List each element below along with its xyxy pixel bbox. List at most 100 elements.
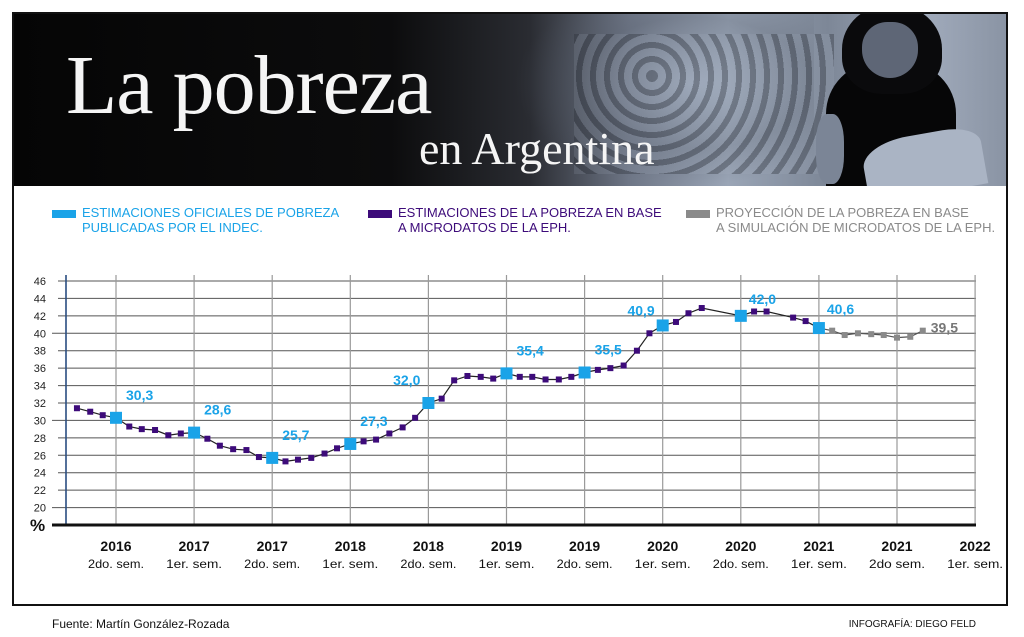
eph-data-point (790, 314, 797, 321)
y-tick-label: 42 (34, 311, 46, 323)
page-title: La pobreza (66, 39, 432, 132)
eph-data-point (308, 454, 315, 461)
eph-data-point (516, 373, 523, 380)
y-tick-label: 26 (34, 450, 46, 462)
x-tick-year: 2016 (100, 538, 131, 554)
indec-data-label: 27,3 (360, 413, 387, 429)
indec-data-label: 35,5 (595, 342, 622, 358)
indec-data-point (344, 437, 357, 450)
projection-data-point (854, 330, 861, 337)
indec-data-label: 28,6 (204, 402, 231, 418)
chart-series (73, 305, 926, 465)
eph-data-point (126, 423, 133, 430)
y-tick-label: 44 (34, 293, 46, 305)
eph-data-point (620, 362, 627, 369)
projection-data-point (907, 333, 914, 340)
x-tick-year: 2021 (803, 538, 834, 554)
eph-data-point (99, 412, 106, 419)
eph-data-point (698, 305, 705, 312)
indec-data-label: 40,6 (827, 301, 854, 317)
eph-data-point (255, 454, 262, 461)
projection-data-point (919, 327, 926, 334)
x-tick-semester: 2do. sem. (713, 557, 769, 571)
indec-data-label: 42,0 (749, 291, 776, 307)
chart-axes (52, 275, 976, 527)
projection-data-point (868, 331, 875, 338)
x-tick-year: 2017 (179, 538, 210, 554)
eph-data-point (763, 308, 770, 315)
indec-data-point (812, 322, 825, 335)
eph-data-point (165, 432, 172, 439)
eph-data-point (230, 446, 237, 453)
x-tick-semester: 1er. sem. (322, 557, 378, 571)
eph-data-point (542, 376, 549, 383)
x-axis-ticks: 2016 2do. sem. 2017 1er. sem. 2017 2do. sem. 2… (88, 538, 1003, 571)
eph-data-point (204, 435, 211, 442)
indec-data-label: 40,9 (627, 302, 654, 318)
eph-data-point (87, 408, 94, 415)
eph-data-point (399, 424, 406, 431)
x-tick-semester: 2do. sem. (400, 557, 456, 571)
legend-swatch-eph (368, 210, 392, 218)
y-tick-label: 30 (34, 415, 46, 427)
x-tick-year: 2021 (881, 538, 912, 554)
eph-data-point (334, 445, 341, 452)
legend-swatch-projection (686, 210, 710, 218)
legend-label-eph: ESTIMACIONES DE LA POBREZA EN BASE A MIC… (398, 205, 662, 235)
indec-data-label: 32,0 (393, 372, 420, 388)
y-axis-label: % (30, 516, 45, 535)
indec-data-point (656, 319, 669, 332)
y-tick-label: 36 (34, 363, 46, 375)
projection-data-point (841, 332, 848, 339)
chart-grid (52, 275, 976, 525)
photo-arm (816, 114, 844, 184)
x-tick-semester: 2do. sem. (557, 557, 613, 571)
header-photo-child (814, 14, 989, 186)
eph-data-point (282, 458, 289, 465)
eph-data-point (672, 318, 679, 325)
y-tick-label: 40 (34, 328, 46, 340)
header-banner: La pobreza en Argentina (14, 14, 1006, 186)
eph-data-point (321, 450, 328, 457)
eph-data-point (568, 373, 575, 380)
eph-data-point (451, 377, 458, 384)
eph-data-point (646, 330, 653, 337)
legend-swatch-indec (52, 210, 76, 218)
infographic-frame: La pobreza en Argentina (12, 12, 1008, 606)
eph-data-point (802, 318, 809, 325)
indec-data-label: 30,3 (126, 387, 153, 403)
eph-data-point (633, 347, 640, 354)
y-axis-ticks: 20 22 24 26 28 30 32 34 36 38 40 42 44 46% (30, 276, 46, 535)
eph-data-point (555, 376, 562, 383)
eph-data-point (373, 436, 380, 443)
data-labels: 39,5 30,3 28,6 25,7 27,3 32,0 35,4 35,5 40,9 42,0… (126, 291, 958, 443)
x-tick-semester: 1er. sem. (479, 557, 535, 571)
y-tick-label: 22 (34, 485, 46, 497)
indec-data-point (500, 367, 513, 380)
eph-data-point (607, 365, 614, 372)
indec-data-label: 35,4 (517, 342, 544, 358)
x-tick-semester: 1er. sem. (947, 557, 1003, 571)
eph-data-point (73, 405, 80, 412)
eph-data-point (594, 366, 601, 373)
indec-data-point (734, 309, 747, 322)
eph-data-point (294, 456, 301, 463)
eph-data-point (438, 395, 445, 402)
indec-data-point (110, 411, 122, 424)
eph-data-point (412, 414, 419, 421)
projection-data-point (894, 334, 900, 341)
eph-data-point (177, 430, 184, 437)
x-tick-year: 2019 (491, 538, 522, 554)
eph-data-point (464, 372, 471, 379)
y-tick-label: 38 (34, 346, 46, 358)
x-tick-year: 2020 (725, 538, 756, 554)
page-subtitle: en Argentina (419, 123, 655, 174)
y-tick-label: 20 (34, 503, 46, 515)
indec-data-point (266, 451, 279, 464)
x-tick-semester: 2do. sem. (244, 557, 300, 571)
eph-data-point (243, 447, 250, 454)
x-tick-year: 2017 (257, 538, 288, 554)
eph-data-point (477, 373, 484, 380)
indec-data-point (578, 366, 591, 379)
